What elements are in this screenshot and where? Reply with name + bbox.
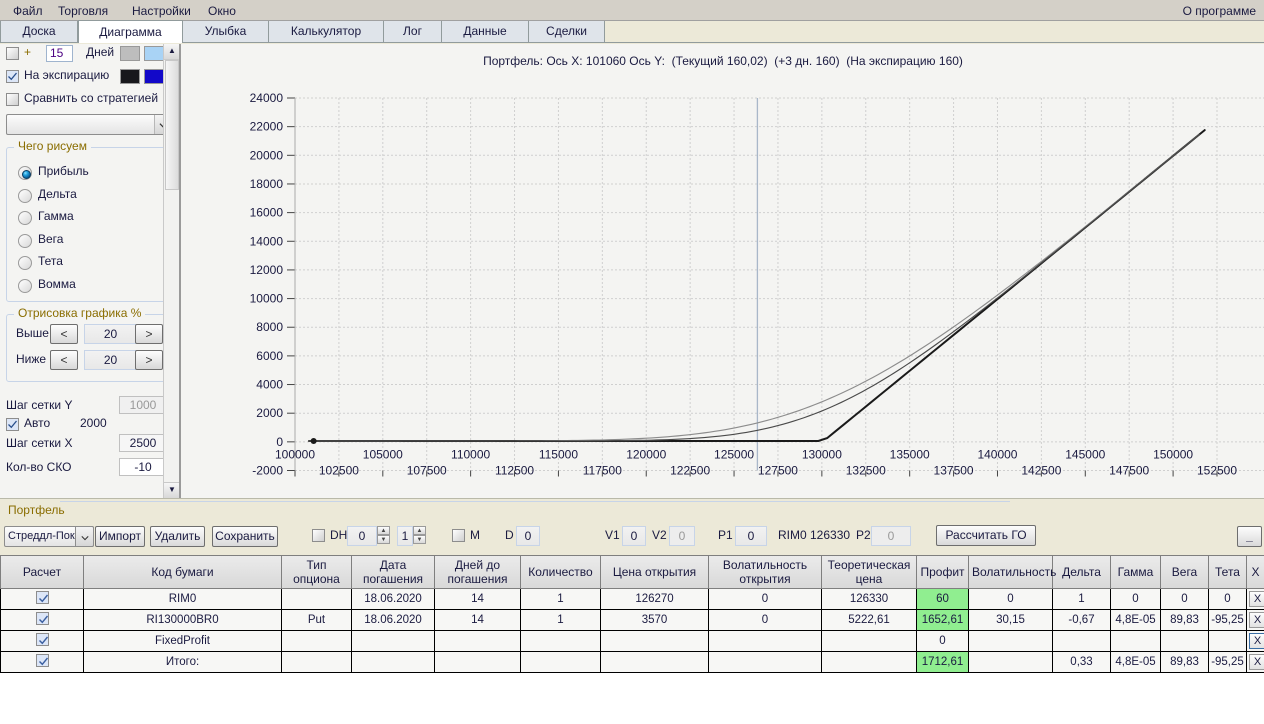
svg-text:-2000: -2000 — [252, 464, 283, 478]
svg-text:22000: 22000 — [250, 120, 284, 134]
svg-text:6000: 6000 — [256, 349, 283, 363]
svg-text:140000: 140000 — [977, 448, 1017, 462]
svg-text:127500: 127500 — [758, 464, 798, 478]
svg-text:117500: 117500 — [583, 464, 622, 478]
svg-text:145000: 145000 — [1065, 448, 1105, 462]
svg-text:107500: 107500 — [407, 464, 447, 478]
svg-text:130000: 130000 — [802, 448, 842, 462]
svg-text:132500: 132500 — [846, 464, 886, 478]
svg-text:147500: 147500 — [1109, 464, 1149, 478]
svg-text:150000: 150000 — [1153, 448, 1193, 462]
svg-text:16000: 16000 — [250, 206, 284, 220]
svg-text:102500: 102500 — [319, 464, 359, 478]
svg-text:105000: 105000 — [363, 448, 403, 462]
svg-text:125000: 125000 — [714, 448, 754, 462]
svg-text:137500: 137500 — [934, 464, 974, 478]
svg-text:142500: 142500 — [1021, 464, 1061, 478]
svg-text:8000: 8000 — [256, 320, 283, 334]
svg-text:4000: 4000 — [256, 378, 283, 392]
svg-text:2000: 2000 — [256, 406, 283, 420]
svg-text:112500: 112500 — [495, 464, 534, 478]
svg-text:122500: 122500 — [670, 464, 710, 478]
svg-text:14000: 14000 — [250, 234, 284, 248]
svg-text:120000: 120000 — [626, 448, 666, 462]
svg-text:152500: 152500 — [1197, 464, 1237, 478]
svg-text:24000: 24000 — [250, 91, 284, 105]
svg-text:20000: 20000 — [250, 148, 284, 162]
svg-text:18000: 18000 — [250, 177, 284, 191]
svg-text:115000: 115000 — [539, 448, 578, 462]
svg-text:10000: 10000 — [250, 292, 284, 306]
svg-text:110000: 110000 — [451, 448, 490, 462]
svg-text:135000: 135000 — [890, 448, 930, 462]
svg-text:12000: 12000 — [250, 263, 284, 277]
